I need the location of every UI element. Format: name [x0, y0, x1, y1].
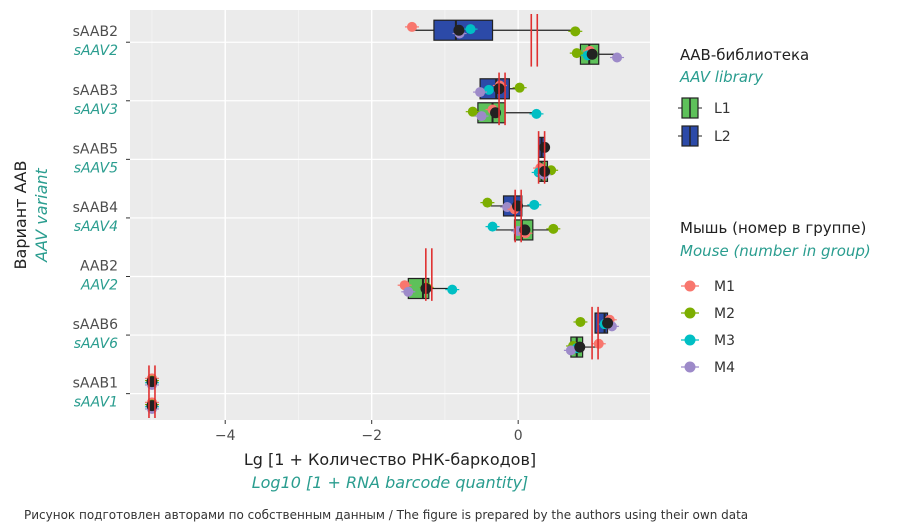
point-M3	[447, 284, 458, 295]
grid-lines	[130, 10, 650, 420]
point-M2	[575, 316, 586, 327]
legend-label-L2: L2	[714, 129, 731, 145]
library-legend-title-en: AAV library	[679, 68, 764, 86]
point-M4	[612, 52, 623, 63]
mouse-legend-title-ru: Мышь (номер в группе)	[680, 219, 866, 237]
median-dot	[602, 317, 614, 329]
y-axis-title-en: AAV variant	[32, 167, 51, 262]
median-dot	[519, 224, 531, 236]
plot-panel	[130, 10, 650, 420]
point-M2	[548, 223, 559, 234]
category-label-ru: AAB2	[80, 259, 118, 275]
category-label-ru: sAAB4	[73, 200, 118, 216]
point-M3	[529, 199, 540, 210]
x-axis-title-ru: Lg [1 + Количество РНК-баркодов]	[244, 450, 536, 469]
library-legend-title-ru: ААВ-библиотека	[680, 46, 809, 64]
median-dot	[586, 48, 598, 60]
point-M2	[467, 106, 478, 117]
x-ticks: −4 −2 0	[215, 420, 523, 444]
point-M2	[514, 82, 525, 93]
point-M3	[465, 24, 476, 35]
legend-label-M1: M1	[714, 279, 735, 295]
category-label-en: sAAV2	[74, 43, 118, 59]
legend-label-M4: M4	[714, 360, 735, 376]
point-M2	[482, 197, 493, 208]
figure-caption: Рисунок подготовлен авторами по собствен…	[24, 508, 748, 522]
point-M2	[571, 48, 582, 59]
legend-label-M3: M3	[714, 333, 735, 349]
point-M3	[531, 108, 542, 119]
x-tick-label: −2	[361, 428, 382, 444]
legend-key-M4	[684, 361, 696, 373]
point-M4	[476, 111, 487, 122]
x-axis-title-en: Log10 [1 + RNA barcode quantity]	[252, 473, 529, 492]
point-M2	[570, 26, 581, 37]
point-M3	[487, 221, 498, 232]
y-axis-title-ru: Вариант ААВ	[11, 161, 30, 270]
median-dot	[146, 376, 158, 388]
legend-label-L1: L1	[714, 101, 731, 117]
point-M1	[406, 21, 417, 32]
median-dot	[146, 400, 158, 412]
category-label-en: sAAV5	[74, 160, 118, 176]
point-M4	[565, 345, 576, 356]
category-label-en: sAAV4	[74, 219, 118, 235]
median-dot	[453, 24, 465, 36]
median-dot	[574, 341, 586, 353]
category-label-en: sAAV3	[74, 102, 118, 118]
point-M4	[475, 87, 486, 98]
library-legend: ААВ-библиотека AAV library L1 L2	[678, 46, 809, 147]
mouse-legend-title-en: Mouse (number in group)	[680, 242, 871, 260]
x-tick-label: −4	[215, 428, 236, 444]
mouse-legend: Мышь (номер в группе) Mouse (number in g…	[680, 219, 871, 376]
category-label-ru: sAAB5	[73, 141, 118, 157]
category-label-en: sAAV1	[74, 395, 118, 411]
legend-key-M3	[684, 334, 696, 346]
category-label-en: sAAV6	[74, 336, 118, 352]
legend-key-M1	[684, 280, 696, 292]
category-label-ru: sAAB3	[73, 83, 118, 99]
category-label-ru: sAAB6	[73, 317, 118, 333]
chart-marks	[144, 14, 625, 418]
y-categories: sAAB2 sAAV2 sAAB3 sAAV3 sAAB5 sAAV5 sAAB4 sAAV4…	[73, 24, 130, 411]
point-M3	[483, 84, 494, 95]
category-label-ru: sAAB2	[73, 24, 118, 40]
category-label-ru: sAAB1	[73, 376, 118, 392]
x-tick-label: 0	[514, 428, 523, 444]
category-label-en: AAV2	[80, 278, 118, 294]
legend-key-M2	[684, 307, 696, 319]
legend-label-M2: M2	[714, 306, 735, 322]
point-M4	[403, 286, 414, 297]
